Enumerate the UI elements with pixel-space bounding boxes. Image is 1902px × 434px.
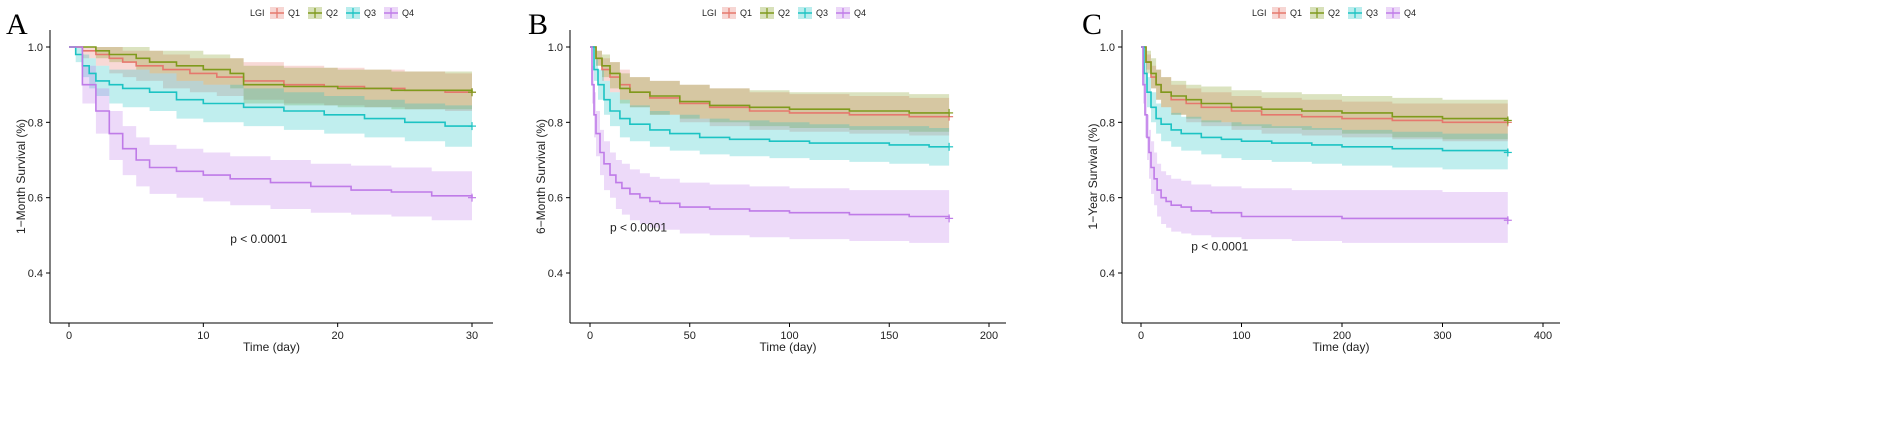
survival-line-q2	[69, 46, 473, 93]
x-axis-label: Time (day)	[760, 340, 817, 354]
legend-label: Q3	[1366, 8, 1378, 18]
survival-line-q1	[590, 46, 950, 118]
y-tick-label: 0.8	[28, 117, 43, 129]
y-tick-label: 1.0	[1100, 42, 1115, 54]
y-tick-label: 0.4	[548, 268, 563, 280]
x-tick-label: 30	[466, 330, 478, 342]
legend: LGI Q1 Q2 Q3 Q4	[250, 7, 414, 19]
confidence-band-q1	[590, 47, 950, 136]
chart-panel-c: C LGI Q1 Q2 Q3 Q4 0.4 0.6 0.8 1.0 0 100 200 300 400 Tim…	[1082, 7, 1560, 354]
y-axis-label: 1−Month Survival (%)	[14, 119, 28, 234]
legend-label: Q1	[740, 8, 752, 18]
legend-label: Q4	[854, 8, 866, 18]
y-tick-label: 0.8	[548, 117, 563, 129]
y-tick-label: 1.0	[548, 42, 563, 54]
x-tick-label: 20	[332, 330, 344, 342]
x-tick-label: 0	[587, 330, 593, 342]
legend-title: LGI	[702, 8, 717, 18]
y-tick-label: 0.6	[28, 193, 43, 205]
p-value-annotation: p < 0.0001	[1191, 239, 1248, 253]
legend: LGI Q1 Q2 Q3 Q4	[702, 7, 866, 19]
x-tick-label: 150	[880, 330, 898, 342]
survival-line-q2	[1141, 46, 1509, 121]
y-tick-label: 1.0	[28, 42, 43, 54]
legend-label: Q1	[288, 8, 300, 18]
confidence-band-q2	[1141, 47, 1508, 142]
x-tick-label: 300	[1433, 330, 1451, 342]
legend-item-q2: Q2	[1310, 7, 1340, 19]
legend-label: Q2	[326, 8, 338, 18]
y-tick-label: 0.6	[548, 193, 563, 205]
y-tick-label: 0.8	[1100, 117, 1115, 129]
y-tick-label: 0.4	[28, 268, 43, 280]
legend-item-q4: Q4	[384, 7, 414, 19]
confidence-band-q3	[69, 47, 472, 147]
y-tick-label: 0.4	[1100, 268, 1115, 280]
legend-item-q3: Q3	[798, 7, 828, 19]
x-tick-label: 0	[66, 330, 72, 342]
p-value-annotation: p < 0.0001	[230, 232, 287, 246]
x-tick-label: 200	[980, 330, 998, 342]
confidence-band-q2	[69, 47, 472, 111]
y-tick-label: 0.6	[1100, 193, 1115, 205]
legend-item-q3: Q3	[1348, 7, 1378, 19]
legend-title: LGI	[1252, 8, 1267, 18]
legend-item-q1: Q1	[1272, 7, 1302, 19]
x-axis-label: Time (day)	[243, 340, 300, 354]
survival-line-q4	[590, 46, 950, 219]
legend-label: Q4	[1404, 8, 1416, 18]
confidence-band-q4	[1141, 47, 1508, 245]
x-tick-label: 100	[780, 330, 798, 342]
x-tick-label: 400	[1534, 330, 1552, 342]
chart-panel-b: B LGI Q1 Q2 Q3 Q4 0.4 0.6 0.8 1.0 0 50 100 150 200 Time…	[528, 7, 1006, 354]
legend-label: Q2	[1328, 8, 1340, 18]
survival-line-q4	[69, 46, 473, 198]
p-value-annotation: p < 0.0001	[610, 221, 667, 235]
survival-line-q1	[1141, 46, 1508, 124]
panel-letter: C	[1082, 8, 1102, 41]
survival-line-q3	[590, 46, 950, 148]
legend-title: LGI	[250, 8, 265, 18]
legend-item-q1: Q1	[270, 7, 300, 19]
confidence-band-q3	[590, 47, 950, 166]
x-tick-label: 100	[1232, 330, 1250, 342]
y-axis-label: 1−Year Survival (%)	[1086, 124, 1100, 230]
chart-panel-a: A LGI Q1 Q2 Q3 Q4 0.4 0.6 0.8 1.0 0 10 20 30 Time (day…	[6, 7, 493, 354]
legend-item-q4: Q4	[1386, 7, 1416, 19]
x-tick-label: 0	[1138, 330, 1144, 342]
survival-line-q2	[590, 46, 950, 114]
y-axis-label: 6−Month Survival (%)	[534, 119, 548, 234]
panel-letter: A	[6, 8, 28, 41]
confidence-band-q4	[69, 47, 472, 223]
confidence-band-q1	[69, 47, 472, 111]
legend-label: Q3	[816, 8, 828, 18]
legend-item-q2: Q2	[760, 7, 790, 19]
x-tick-label: 50	[684, 330, 696, 342]
x-tick-label: 10	[197, 330, 209, 342]
legend-item-q4: Q4	[836, 7, 866, 19]
survival-line-q3	[1141, 46, 1509, 153]
confidence-band-q3	[1141, 47, 1508, 172]
x-axis-label: Time (day)	[1313, 340, 1370, 354]
x-tick-label: 200	[1333, 330, 1351, 342]
survival-line-q4	[1141, 46, 1509, 221]
legend: LGI Q1 Q2 Q3 Q4	[1252, 7, 1416, 19]
confidence-band-q4	[590, 47, 950, 243]
legend-label: Q1	[1290, 8, 1302, 18]
legend-label: Q3	[364, 8, 376, 18]
panel-letter: B	[528, 8, 548, 41]
survival-line-q3	[69, 46, 472, 127]
legend-label: Q2	[778, 8, 790, 18]
confidence-band-q1	[1141, 47, 1508, 142]
legend-label: Q4	[402, 8, 414, 18]
legend-item-q1: Q1	[722, 7, 752, 19]
legend-item-q3: Q3	[346, 7, 376, 19]
legend-item-q2: Q2	[308, 7, 338, 19]
